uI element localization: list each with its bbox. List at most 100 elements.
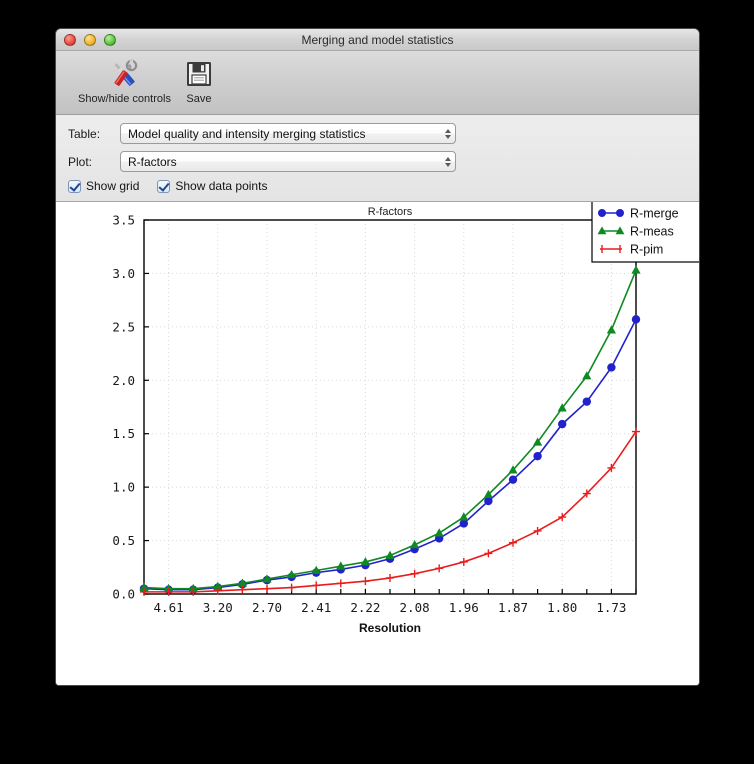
x-axis-tick-label: 2.08 [400,600,430,615]
y-axis-tick-label: 3.0 [112,266,135,281]
show-grid-checkbox[interactable]: Show grid [68,179,139,193]
chart-title: R-factors [368,206,413,218]
x-axis-tick-label: 2.70 [252,600,282,615]
x-axis-tick-label: 1.80 [547,600,577,615]
y-axis-tick-label: 1.0 [112,480,135,495]
data-point-r-pim [533,526,542,535]
table-select[interactable]: Model quality and intensity merging stat… [120,123,456,144]
data-point-r-meas [360,557,370,566]
chart-panel: 0.0 0.5 1.0 1.5 2.0 2.5 3.0 3.5 4.61 3.20 2.70 2.41… [56,202,699,685]
x-axis-tick-label: 3.20 [203,600,233,615]
show-hide-controls-button[interactable]: Show/hide controls [72,55,177,107]
save-floppy-icon [183,57,215,91]
checkmark-icon [68,179,81,193]
data-point-r-merge [508,475,518,484]
data-point-r-merge [533,451,542,461]
window-titlebar[interactable]: Merging and model statistics [56,29,699,51]
data-point-r-meas [606,325,616,334]
toolbar: Show/hide controls Save [56,51,699,115]
show-grid-label: Show grid [86,179,140,193]
plot-row: Plot: R-factors [68,151,689,172]
show-hide-controls-label: Show/hide controls [78,93,171,105]
x-axis-tick-label: 2.22 [350,600,380,615]
data-point-r-pim [164,587,173,596]
data-point-r-pim [386,573,394,582]
application-window: Merging and model statistics [55,28,700,686]
data-point-r-meas [434,528,444,537]
x-axis-tick-label: 1.87 [498,600,528,615]
checkmark-icon [157,179,171,193]
data-point-r-meas [557,403,567,412]
data-point-r-meas [213,581,223,590]
data-point-r-meas [533,437,543,446]
x-axis-tick-label: 1.73 [596,600,626,615]
close-button[interactable] [64,33,76,46]
r-factors-chart: 0.0 0.5 1.0 1.5 2.0 2.5 3.0 3.5 4.61 3.20 2.70 2.41… [56,202,699,685]
data-point-r-pim [312,581,321,590]
show-data-points-label: Show data points [175,179,268,193]
data-point-r-pim [459,557,468,566]
plot-select[interactable]: R-factors [120,151,456,172]
data-point-r-pim [287,583,296,592]
table-select-value: Model quality and intensity merging stat… [128,126,366,141]
y-axis-tick-label: 1.5 [112,426,135,441]
data-point-r-merge [558,419,567,429]
table-row: Table: Model quality and intensity mergi… [68,123,689,144]
controls-panel: Table: Model quality and intensity mergi… [56,115,699,202]
data-point-r-meas [287,569,297,579]
data-point-r-pim [607,463,616,472]
data-point-r-meas [459,512,469,521]
y-axis-tick-label: 0.5 [112,533,135,548]
data-point-r-merge [582,397,591,406]
data-point-r-pim [632,427,640,436]
y-axis-tick-label: 2.5 [112,319,135,334]
data-point-r-pim [213,586,222,595]
show-data-points-checkbox[interactable]: Show data points [157,179,267,193]
data-point-r-merge [607,363,616,372]
data-point-r-pim [189,587,198,596]
data-point-r-meas [631,265,641,274]
data-point-r-meas [582,371,592,380]
data-point-r-pim [509,538,517,547]
data-point-r-pim [140,587,148,596]
data-point-r-pim [263,584,271,593]
data-point-r-meas [262,574,272,583]
y-axis-tick-label: 3.5 [112,213,135,228]
window-title: Merging and model statistics [301,32,454,47]
legend-label-r-meas: R-meas [630,225,674,239]
plot-select-value: R-factors [128,154,177,169]
data-point-r-meas [483,489,493,499]
data-point-r-merge [484,496,493,506]
data-point-r-meas [508,465,518,474]
window-controls [64,33,116,46]
legend-label-r-merge: R-merge [630,207,679,221]
data-point-r-meas [385,550,395,559]
save-button[interactable]: Save [177,55,221,107]
data-point-r-pim [582,489,591,498]
data-point-r-merge [459,519,468,528]
data-point-r-pim [410,569,419,578]
data-point-r-pim [558,513,567,522]
zoom-button[interactable] [104,33,116,46]
chevron-updown-icon [445,128,451,139]
minimize-button[interactable] [84,33,96,46]
legend-label-r-pim: R-pim [630,243,663,257]
checkbox-row: Show grid Show data points [68,179,689,193]
data-point-r-meas [139,582,149,591]
table-label: Table: [68,126,101,141]
data-point-r-pim [336,579,345,588]
plot-label: Plot: [68,154,93,169]
data-point-r-pim [484,549,493,558]
y-axis-tick-label: 0.0 [112,587,135,602]
data-point-r-pim [238,585,247,594]
tools-icon [107,57,141,91]
x-axis-label: Resolution [359,621,421,635]
data-point-r-meas [410,540,420,549]
save-label: Save [186,93,212,105]
data-point-r-meas [336,561,346,570]
x-axis-tick-label: 4.61 [154,600,184,615]
data-point-r-meas [237,578,247,587]
data-point-r-pim [361,577,370,586]
data-point-r-merge [631,315,641,324]
